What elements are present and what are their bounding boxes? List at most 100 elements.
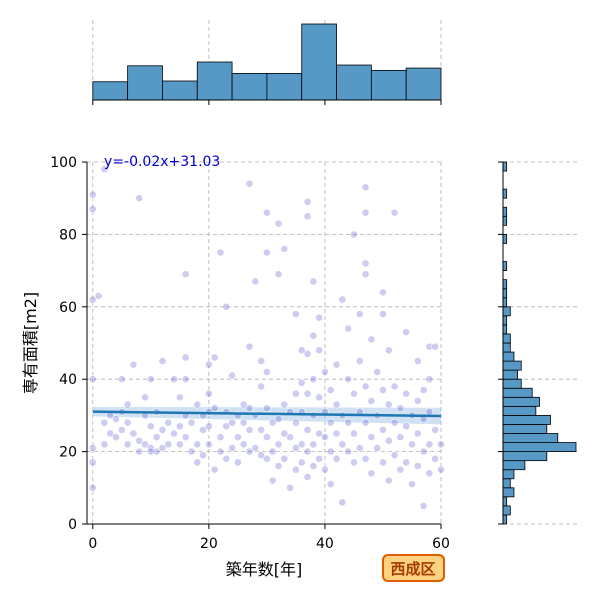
scatter-point (402, 389, 411, 398)
right-hist-bar (502, 469, 515, 480)
scatter-point (135, 436, 144, 445)
scatter-point (437, 465, 445, 474)
right-hist-bar (502, 424, 548, 434)
scatter-point (280, 429, 289, 438)
scatter-point (292, 389, 300, 398)
scatter-points (88, 165, 445, 510)
scatter-point (239, 440, 248, 449)
scatter-point (141, 393, 149, 402)
scatter-point (123, 418, 132, 427)
scatter-point (170, 375, 178, 384)
scatter-point (425, 440, 434, 449)
right-hist-bar (502, 233, 508, 244)
right-hist-bar (502, 306, 511, 317)
right-hist-bar (502, 360, 522, 371)
scatter-point (321, 433, 329, 442)
scatter-point (431, 425, 440, 434)
scatter-point (303, 389, 312, 398)
scatter-point (402, 422, 411, 431)
top-hist-bar (266, 73, 303, 101)
scatter-point (309, 277, 318, 286)
right-hist-bar (502, 161, 508, 172)
scatter-point (100, 418, 109, 427)
scatter-point (135, 447, 144, 456)
scatter-point (396, 404, 405, 413)
scatter-point (379, 310, 387, 318)
marginal-x-histogram (92, 20, 442, 105)
scatter-point (292, 465, 300, 474)
main-gridlines (87, 161, 442, 525)
top-hist-bar (301, 23, 337, 101)
scatter-point (123, 400, 132, 409)
right-hist-bar (502, 396, 540, 407)
scatter-point (303, 425, 312, 434)
right-hist-bar (502, 279, 508, 290)
scatter-point (350, 458, 358, 467)
top-hist-bar (231, 73, 268, 101)
scatter-point (263, 368, 271, 376)
scatter-point (338, 295, 347, 304)
scatter-point (257, 357, 265, 365)
scatter-point (303, 212, 312, 221)
right-hist-bar (502, 188, 508, 199)
scatter-point (268, 476, 277, 485)
x-axis-label: 築年数[年] (226, 560, 303, 579)
scatter-point (326, 447, 335, 456)
scatter-point (274, 270, 283, 279)
scatter-point (396, 465, 405, 474)
right-hist-bar (502, 433, 559, 443)
scatter-point (303, 349, 312, 358)
scatter-point (355, 444, 364, 452)
scatter-point (326, 480, 335, 489)
scatter-point (268, 447, 277, 456)
scatter-point (245, 425, 254, 434)
scatter-point (379, 288, 387, 297)
scatter-point (152, 447, 161, 456)
right-hist-bar (502, 351, 515, 362)
right-hist-bar (502, 333, 511, 344)
scatter-point (297, 458, 306, 467)
scatter-point (257, 382, 265, 391)
scatter-point (210, 353, 219, 362)
scatter-point (367, 469, 376, 478)
scatter-point (419, 501, 428, 510)
scatter-point (367, 397, 376, 405)
scatter-point (88, 205, 97, 213)
scatter-point (332, 454, 341, 463)
right-hist-bar (502, 215, 508, 226)
scatter-point (257, 425, 265, 434)
scatter-point (425, 469, 434, 478)
scatter-point (263, 404, 271, 413)
scatter-point (199, 425, 207, 434)
scatter-point (280, 454, 289, 463)
scatter-point (216, 447, 225, 456)
right-hist-bar (502, 451, 548, 462)
scatter-point (373, 444, 382, 452)
scatter-point (175, 440, 184, 449)
scatter-point (309, 331, 318, 340)
scatter-point (344, 447, 353, 456)
top-hist-bar (127, 65, 163, 101)
scatter-point (379, 386, 387, 394)
scatter-point (199, 451, 207, 460)
scatter-point (292, 444, 300, 452)
scatter-point (379, 425, 387, 434)
y-tick-label: 80 (59, 227, 77, 243)
scatter-point (425, 407, 434, 416)
scatter-point (146, 447, 155, 456)
scatter-point (228, 444, 236, 452)
scatter-point (152, 433, 161, 442)
scatter-point (257, 451, 265, 460)
scatter-point (292, 310, 300, 318)
scatter-point (297, 440, 306, 449)
x-tick-label: 20 (200, 536, 218, 552)
scatter-point (204, 440, 213, 449)
marginal-y-histogram (498, 161, 580, 525)
scatter-point (384, 400, 393, 409)
scatter-point (303, 473, 312, 481)
right-hist-bar (502, 369, 519, 380)
scatter-point (135, 194, 144, 203)
scatter-point (228, 371, 236, 380)
scatter-point (251, 444, 260, 452)
